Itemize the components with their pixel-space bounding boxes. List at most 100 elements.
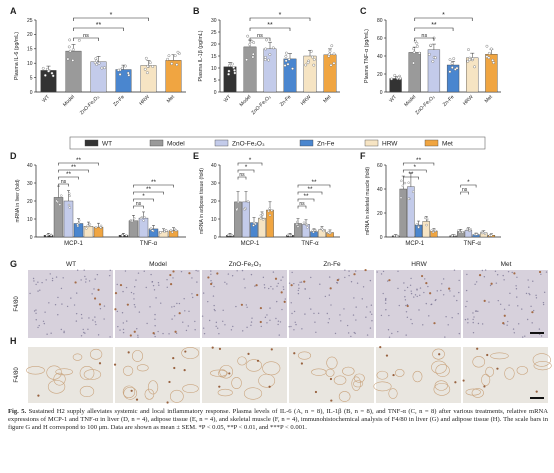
adipocyte: [55, 368, 73, 376]
nucleus: [224, 281, 226, 283]
significance-label: **: [307, 186, 313, 193]
nucleus: [270, 285, 272, 288]
data-point: [252, 221, 256, 225]
bar: [65, 50, 82, 93]
significance-bracket: [460, 184, 477, 188]
nucleus: [180, 270, 183, 273]
stained-cell: [462, 379, 465, 382]
data-point: [309, 49, 313, 53]
nucleus: [35, 283, 37, 286]
nucleus: [202, 327, 205, 329]
data-point: [125, 234, 128, 237]
data-point: [244, 206, 247, 210]
data-point: [284, 51, 288, 55]
y-tick-label: 15: [27, 47, 33, 53]
nucleus: [269, 319, 271, 321]
nucleus: [213, 285, 215, 288]
nucleus: [424, 278, 426, 280]
adipocyte: [147, 380, 159, 395]
data-point: [68, 49, 72, 53]
nucleus: [134, 286, 136, 288]
nucleus: [154, 318, 156, 321]
nucleus: [348, 274, 350, 277]
y-tick-label: 25: [27, 18, 33, 24]
nucleus: [406, 286, 409, 289]
y-tick-label: 30: [27, 181, 33, 187]
data-point: [77, 38, 81, 42]
y-tick-label: 0: [30, 90, 33, 96]
nucleus: [46, 333, 48, 335]
nucleus: [361, 298, 363, 300]
stained-cell: [183, 369, 186, 372]
stained-cell: [119, 283, 123, 287]
nucleus: [472, 318, 474, 321]
nucleus: [208, 319, 211, 322]
micrograph-column-label: Zn-Fe: [323, 261, 341, 268]
stained-cell: [293, 352, 296, 355]
nucleus: [301, 328, 303, 330]
data-point: [68, 38, 72, 42]
nucleus: [427, 285, 429, 288]
adipocyte: [434, 380, 448, 391]
nucleus: [347, 332, 350, 334]
nucleus: [61, 303, 63, 305]
nucleus: [210, 270, 212, 272]
panel-label: F: [360, 151, 366, 161]
significance-bracket: [414, 37, 435, 41]
nucleus: [172, 277, 174, 279]
nucleus: [224, 324, 226, 326]
data-point: [139, 217, 143, 220]
stained-cell: [329, 377, 333, 381]
nucleus: [506, 324, 508, 326]
y-tick-label: 20: [377, 72, 383, 78]
nucleus: [124, 270, 127, 272]
data-point: [246, 34, 250, 38]
significance-label: **: [303, 193, 309, 200]
significance-bracket: [58, 169, 89, 173]
data-point: [296, 225, 300, 228]
stained-cell: [173, 366, 176, 370]
y-axis-label: mRNA in skeletal muscle (fold): [365, 167, 371, 235]
nucleus: [57, 314, 59, 316]
nucleus: [178, 302, 181, 305]
nucleus: [76, 269, 79, 271]
adipocyte: [123, 386, 138, 400]
nucleus: [188, 310, 190, 313]
adipocyte: [46, 365, 62, 380]
nucleus: [168, 333, 170, 335]
nucleus: [175, 332, 178, 335]
stained-cell: [113, 363, 117, 366]
data-point: [425, 223, 428, 227]
significance-bracket: [249, 37, 271, 41]
panel-label: E: [193, 151, 199, 161]
adipocyte: [373, 381, 392, 392]
nucleus: [158, 284, 160, 286]
micrograph-column-label: Met: [501, 261, 512, 268]
bar: [302, 224, 310, 238]
stained-cell: [478, 274, 482, 277]
nucleus: [326, 312, 329, 315]
nucleus: [215, 325, 217, 328]
significance-bracket: [133, 184, 174, 188]
adipocyte: [231, 377, 242, 389]
nucleus: [496, 274, 499, 276]
data-point: [126, 71, 130, 75]
nucleus: [288, 326, 290, 328]
nucleus: [410, 318, 412, 321]
panel-label: C: [360, 6, 367, 16]
nucleus: [410, 277, 412, 280]
legend-swatch: [214, 139, 229, 147]
nucleus: [166, 278, 168, 281]
nucleus: [93, 288, 95, 290]
nucleus: [416, 288, 418, 290]
stained-cell: [129, 334, 132, 337]
adipocyte: [353, 373, 365, 383]
data-point: [94, 57, 98, 61]
adipocyte: [217, 388, 233, 397]
nucleus: [166, 286, 168, 289]
nucleus: [250, 321, 253, 323]
nucleus: [507, 270, 510, 273]
data-point: [175, 63, 179, 67]
data-point: [302, 221, 306, 224]
stained-cell: [438, 353, 441, 356]
